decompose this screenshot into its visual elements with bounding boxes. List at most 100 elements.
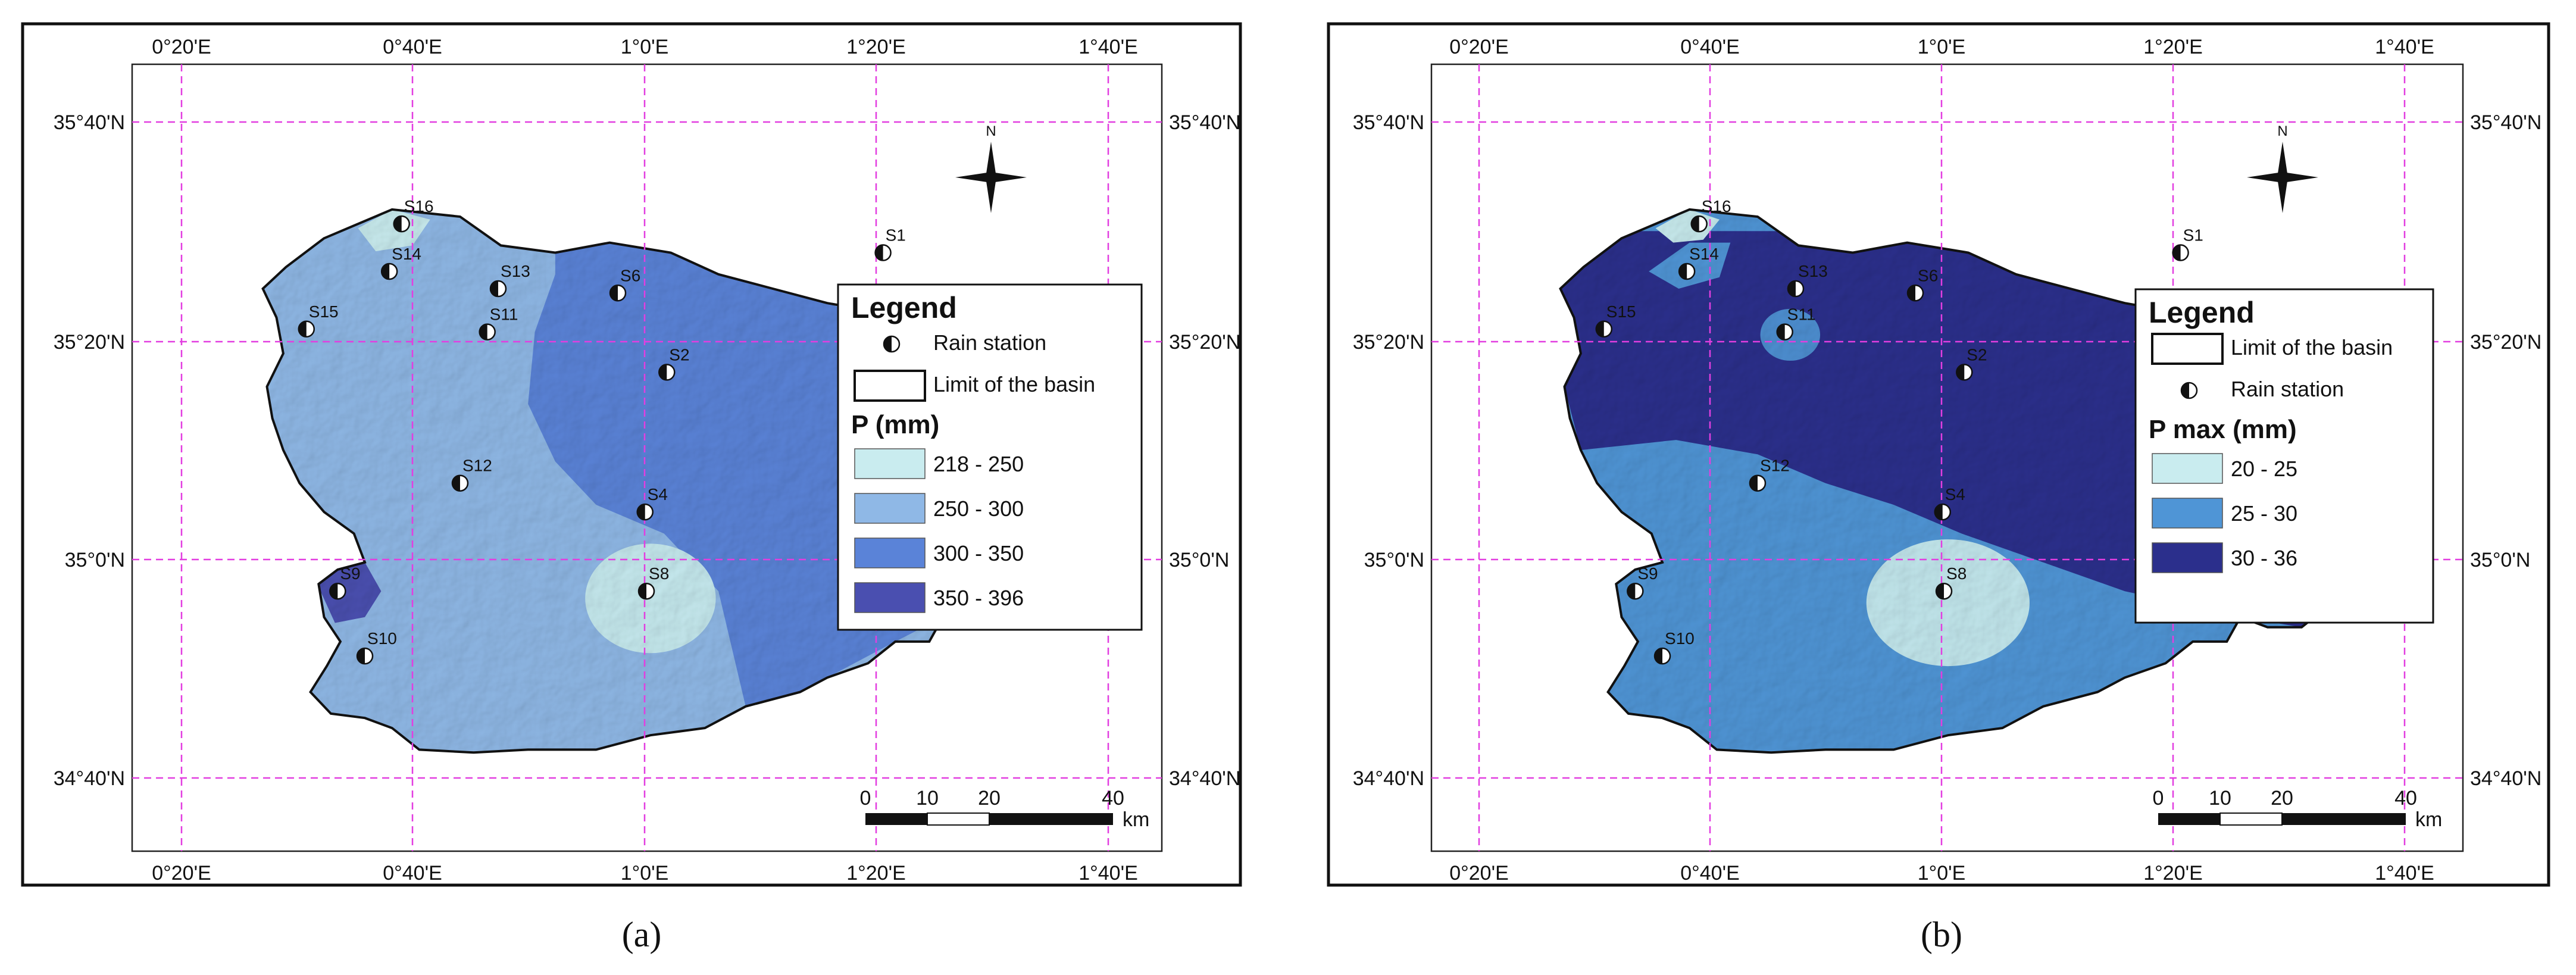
rain-station: S10: [356, 629, 397, 665]
latitude-label-left: 35°40'N: [1353, 111, 1424, 134]
rain-station: S9: [329, 564, 361, 600]
north-arrow-point: [991, 172, 1027, 183]
north-arrow-point: [955, 172, 991, 183]
legend-swatch: [854, 448, 926, 479]
scale-tick-label: 40: [2394, 787, 2417, 810]
legend-class-label: 30 - 36: [2231, 546, 2297, 570]
rain-station-icon-half: [382, 264, 390, 279]
longitude-label-top: 0°40'E: [1680, 36, 1740, 58]
rain-station-icon-half: [875, 245, 883, 261]
longitude-label-top: 0°40'E: [383, 36, 442, 58]
longitude-label-bottom: 1°20'E: [2143, 862, 2203, 885]
panels: 0°20'E 0°40'E 1°0'E 1°20'E 1°40'E 0°20'E 0°40'…: [21, 22, 2550, 954]
longitude-label-bottom: 1°20'E: [846, 862, 906, 885]
panel-caption: (b): [1921, 915, 1962, 954]
north-arrow-point: [986, 177, 996, 213]
scale-bar-segment: [2282, 813, 2406, 825]
legend-class-title: P max (mm): [2149, 415, 2297, 444]
rain-station-icon-half: [1934, 504, 1943, 520]
north-arrow-point: [2277, 177, 2288, 213]
station-label: S9: [1637, 564, 1658, 583]
rain-station-icon-half: [1679, 264, 1687, 279]
longitude-label-bottom: 0°20'E: [152, 862, 211, 885]
legend: Legend Limit of the basin Rain station P ma…: [2134, 288, 2434, 624]
map-panel-b: 0°20'E 0°40'E 1°0'E 1°20'E 1°40'E 0°20'E 0°40'…: [1327, 22, 2550, 954]
longitude-label-bottom: 0°40'E: [1680, 862, 1740, 885]
north-label: N: [2277, 123, 2287, 139]
station-label: S6: [1918, 266, 1938, 285]
rain-station: S6: [609, 266, 640, 302]
latitude-label-left: 35°20'N: [54, 331, 125, 354]
rain-station: S1: [2172, 226, 2203, 261]
station-label: S4: [648, 485, 668, 504]
rain-station-icon-half: [659, 364, 667, 380]
legend-symbol-label: Rain station: [2231, 377, 2344, 401]
latitude-label-right: 34°40'N: [2470, 767, 2541, 790]
rain-station-icon-half: [1655, 648, 1663, 664]
map-panel-a: 0°20'E 0°40'E 1°0'E 1°20'E 1°40'E 0°20'E 0°40'…: [21, 22, 1242, 954]
rain-station: S12: [1749, 457, 1790, 492]
panel-caption: (a): [622, 915, 662, 954]
longitude-label-bottom: 1°0'E: [621, 862, 669, 885]
rain-station-icon-half: [884, 336, 892, 352]
legend: Legend Rain station Limit of the basin P (m…: [837, 283, 1143, 631]
scale-tick-label: 10: [916, 787, 939, 810]
station-label: S1: [886, 226, 906, 245]
longitude-label-top: 0°20'E: [1449, 36, 1509, 58]
latitude-label-left: 34°40'N: [54, 767, 125, 790]
station-label: S11: [1787, 305, 1816, 324]
longitude-label-top: 1°40'E: [1078, 36, 1138, 58]
station-label: S2: [669, 345, 689, 364]
longitude-label-bottom: 0°20'E: [1449, 862, 1509, 885]
legend-swatch: [854, 538, 926, 568]
rain-station: S11: [1776, 305, 1816, 340]
rain-station-icon-half: [1787, 281, 1796, 297]
rain-station-icon-half: [2181, 383, 2189, 398]
legend-class-title: P (mm): [851, 410, 939, 439]
station-label: S13: [501, 262, 530, 280]
rain-station-icon-half: [1691, 216, 1699, 232]
longitude-label-top: 0°20'E: [152, 36, 211, 58]
basin-limit-swatch: [2151, 333, 2224, 365]
scale-tick-label: 40: [1102, 787, 1124, 810]
scale-tick-label: 0: [860, 787, 871, 810]
latitude-label-right: 35°20'N: [2470, 331, 2541, 354]
scale-bar-segment: [989, 813, 1113, 825]
station-label: S12: [1760, 457, 1790, 475]
legend-class-label: 350 - 396: [933, 586, 1024, 610]
map-neatline: [1430, 63, 2464, 852]
legend-class-label: 300 - 350: [933, 541, 1024, 565]
rain-station-icon-half: [1627, 583, 1636, 599]
rain-station: S10: [1653, 629, 1695, 665]
station-label: S10: [367, 629, 397, 648]
scale-tick-label: 10: [2209, 787, 2231, 810]
rain-station-icon-half: [490, 281, 498, 297]
legend-symbol-label: Rain station: [933, 330, 1046, 355]
station-label: S15: [1606, 302, 1636, 321]
longitude-label-top: 1°0'E: [621, 36, 669, 58]
station-label: S12: [462, 457, 492, 475]
north-arrow-point: [2283, 172, 2318, 183]
north-label: N: [986, 123, 996, 139]
station-label: S14: [1689, 245, 1719, 263]
rain-station-icon-half: [330, 583, 338, 599]
north-arrow-point: [986, 142, 996, 177]
map-neatline: [131, 63, 1163, 852]
rain-station-icon-half: [452, 475, 460, 491]
station-label: S11: [490, 305, 518, 324]
coordinate-labels: 0°20'E 0°40'E 1°0'E 1°20'E 1°40'E 0°20'E 0°40'…: [54, 36, 1241, 885]
rain-station: S4: [636, 485, 668, 521]
rain-station-icon-half: [1956, 364, 1965, 380]
legend-swatch: [854, 582, 926, 613]
rain-station: S13: [1787, 262, 1828, 298]
rain-station-icon-half: [1749, 475, 1758, 491]
station-label: S8: [1946, 564, 1967, 583]
latitude-label-right: 35°40'N: [1169, 111, 1240, 134]
rain-station: S9: [1627, 564, 1658, 600]
legend-class-label: 218 - 250: [933, 452, 1024, 476]
station-label: S16: [404, 197, 434, 215]
rain-station-icon-half: [393, 216, 402, 232]
